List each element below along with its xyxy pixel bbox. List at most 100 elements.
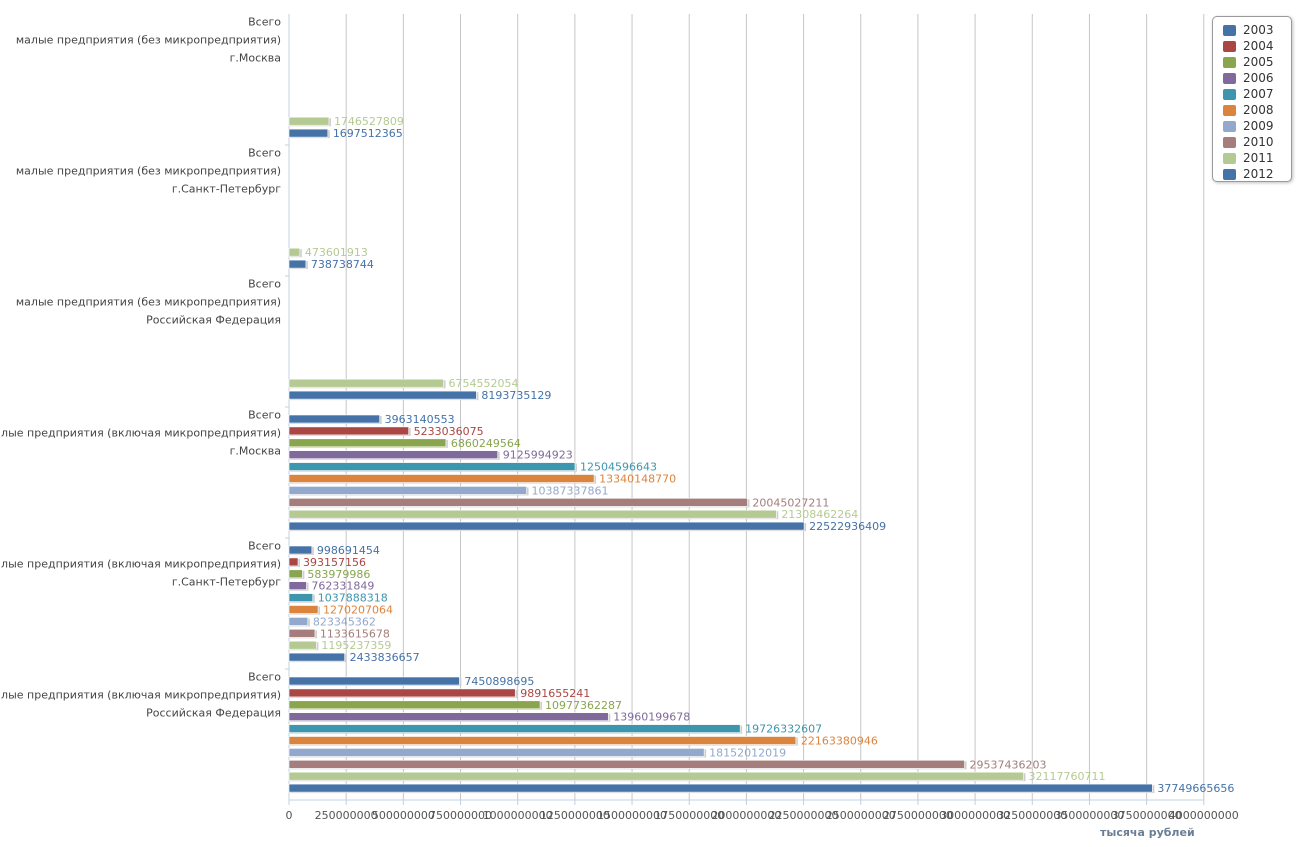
legend-swatch [1223,88,1236,100]
legend-swatch [1223,24,1236,36]
bar-2010 [288,628,316,638]
legend-swatch [1223,56,1236,68]
legend-swatch [1223,40,1236,52]
bar-2005 [288,700,541,710]
bar-2008 [288,736,797,745]
category-label: г.Санкт-Петербург [172,576,281,589]
bar-2004 [288,688,516,698]
category-label: малые предприятия (без микропредприятия) [16,34,281,47]
category-label: малые предприятия (без микропредприятия) [16,296,281,309]
x-tick-label: 2750000000 [883,809,953,822]
x-tick-label: 3750000000 [1112,809,1182,822]
data-label: 2433836657 [350,651,420,664]
category-label: Всего [248,540,281,553]
legend-item-2007[interactable]: 2007 [1213,86,1291,102]
bar-2008 [288,605,319,614]
legend-item-2012[interactable]: 2012 [1213,166,1291,182]
data-label: 7450898695 [464,675,534,688]
legend-item-2004[interactable]: 2004 [1213,38,1291,54]
data-label: 823345362 [313,615,376,628]
legend-item-2009[interactable]: 2009 [1213,118,1291,134]
category-label: Всего [248,16,281,29]
legend-item-2011[interactable]: 2011 [1213,150,1291,166]
x-tick-label: 3500000000 [1054,809,1124,822]
x-tick-label: 4000000000 [1169,809,1239,822]
x-tick-label: 0 [286,809,293,822]
category-label: г.Москва [230,445,281,458]
legend-label: 2010 [1243,135,1274,149]
data-label: 1037888318 [318,592,388,605]
bar-2004 [288,426,409,436]
legend-label: 2008 [1243,103,1274,117]
data-label: 10977362287 [545,699,622,712]
legend-label: 2006 [1243,71,1274,85]
data-label: 9125994923 [503,449,573,462]
x-tick-label: 750000000 [429,809,492,822]
category-label: Всего [248,671,281,684]
bar-2008 [288,474,595,483]
bar-2011 [288,771,1024,781]
bar-2004 [288,557,299,567]
data-label: 32117760711 [1029,770,1106,783]
legend-label: 2011 [1243,151,1274,165]
bar-2012 [288,128,329,138]
data-label: 21308462264 [781,508,858,521]
chart-legend: 2003 2004 2005 2006 2007 2008 2009 2010 2011 2012 [1212,16,1292,182]
bar-2009 [288,617,309,626]
category-label: Всего [248,278,281,291]
legend-item-2010[interactable]: 2010 [1213,134,1291,150]
bar-2011 [288,640,317,650]
data-label: 12504596643 [580,461,657,474]
bar-2006 [288,712,609,722]
data-label: 19726332607 [745,723,822,736]
data-label: 738738744 [311,258,374,271]
x-tick-label: 2250000000 [769,809,839,822]
data-label: 1133615678 [320,627,390,640]
bar-2012 [288,652,345,662]
x-tick-label: 1750000000 [654,809,724,822]
data-label: 22163380946 [801,735,878,748]
bar-2006 [288,581,307,591]
x-tick-label: 500000000 [372,809,435,822]
category-label: Российская Федерация [146,314,281,327]
category-label: г.Москва [230,52,281,65]
bar-2006 [288,450,499,460]
x-tick-label: 2500000000 [826,809,896,822]
legend-label: 2007 [1243,87,1274,101]
data-label: 583979986 [307,568,370,581]
legend-swatch [1223,136,1236,148]
data-label: 762331849 [311,580,374,593]
legend-item-2003[interactable]: 2003 [1213,22,1291,38]
data-label: 1195237359 [321,639,391,652]
legend-label: 2009 [1243,119,1274,133]
legend-item-2006[interactable]: 2006 [1213,70,1291,86]
x-tick-label: 1250000000 [540,809,610,822]
x-tick-label: 1500000000 [597,809,667,822]
legend-swatch [1223,120,1236,132]
bar-2005 [288,569,303,579]
bar-2012 [288,783,1153,793]
legend-swatch [1223,72,1236,84]
legend-item-2008[interactable]: 2008 [1213,102,1291,118]
bar-2010 [288,497,748,507]
bar-2007 [288,593,314,602]
data-label: 6860249564 [451,437,521,450]
legend-swatch [1223,104,1236,116]
data-label: 5233036075 [414,425,484,438]
category-label: Российская Федерация [146,707,281,720]
bar-2007 [288,462,576,471]
bar-2012 [288,390,477,400]
x-axis-title: тысяча рублей [1100,826,1195,839]
data-label: 8193735129 [481,389,551,402]
bar-2011 [288,247,301,257]
legend-label: 2003 [1243,23,1274,37]
bar-2011 [288,116,330,126]
category-label: г.Санкт-Петербург [172,183,281,196]
legend-label: 2012 [1243,167,1274,181]
data-label: 37749665656 [1157,782,1234,795]
bar-2009 [288,486,527,495]
data-label: 29537436203 [970,758,1047,771]
legend-item-2005[interactable]: 2005 [1213,54,1291,70]
legend-swatch [1223,168,1236,180]
